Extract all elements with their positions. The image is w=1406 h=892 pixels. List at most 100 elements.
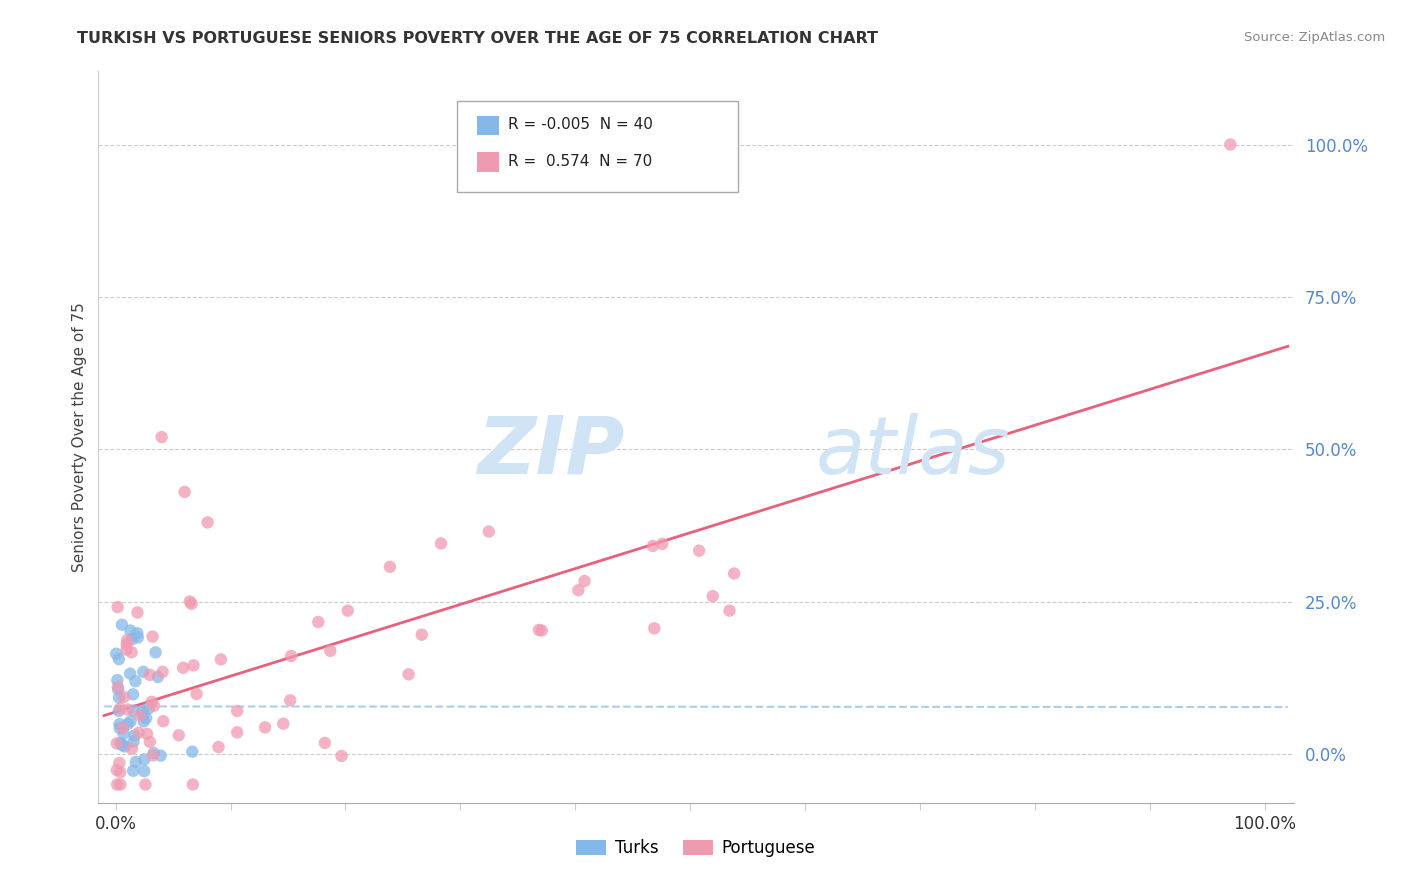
Point <box>108 756 131 770</box>
Point <box>107 704 129 718</box>
Point <box>278 693 301 707</box>
Point <box>651 537 673 551</box>
Point <box>124 674 146 689</box>
Point <box>138 701 160 715</box>
Point <box>142 630 165 644</box>
Point <box>110 736 132 750</box>
Point <box>530 624 553 638</box>
Point <box>122 764 145 778</box>
Point <box>105 763 128 777</box>
Point <box>167 728 190 742</box>
Point <box>132 665 155 679</box>
Point <box>108 690 131 705</box>
Point <box>112 726 135 740</box>
Text: ZIP: ZIP <box>477 413 624 491</box>
Point <box>307 615 329 629</box>
FancyBboxPatch shape <box>477 153 499 171</box>
Point <box>107 680 129 694</box>
Point <box>641 539 664 553</box>
Point <box>181 778 204 792</box>
Point <box>186 687 208 701</box>
Point <box>120 624 142 638</box>
Point <box>111 721 134 735</box>
Point <box>108 701 131 715</box>
Point <box>150 430 173 444</box>
Point <box>254 720 277 734</box>
Text: TURKISH VS PORTUGUESE SENIORS POVERTY OVER THE AGE OF 75 CORRELATION CHART: TURKISH VS PORTUGUESE SENIORS POVERTY OV… <box>77 31 879 46</box>
Point <box>105 647 128 661</box>
Point <box>127 631 149 645</box>
Point <box>139 668 162 682</box>
Point <box>127 606 149 620</box>
Point <box>110 778 132 792</box>
Point <box>127 626 149 640</box>
Point <box>134 764 156 778</box>
Y-axis label: Seniors Poverty Over the Age of 75: Seniors Poverty Over the Age of 75 <box>72 302 87 572</box>
Point <box>114 739 136 754</box>
Point <box>226 704 249 718</box>
Point <box>207 739 229 754</box>
FancyBboxPatch shape <box>477 116 499 135</box>
Point <box>131 707 153 722</box>
Point <box>280 648 302 663</box>
Point <box>120 714 142 729</box>
Point <box>718 604 741 618</box>
Text: Source: ZipAtlas.com: Source: ZipAtlas.com <box>1244 31 1385 45</box>
Point <box>105 736 128 750</box>
Point <box>411 628 433 642</box>
Point <box>142 746 165 760</box>
Point <box>180 597 202 611</box>
Point <box>143 698 166 713</box>
Legend: Turks, Portuguese: Turks, Portuguese <box>569 832 823 864</box>
Point <box>122 704 145 718</box>
Point <box>330 748 353 763</box>
Point <box>398 667 420 681</box>
Point <box>128 725 150 739</box>
Point <box>108 717 131 731</box>
Point <box>107 682 129 697</box>
Point <box>527 623 550 637</box>
Point <box>314 736 336 750</box>
Point <box>134 778 156 792</box>
Point <box>141 695 163 709</box>
Point <box>105 778 128 792</box>
Point <box>146 670 169 684</box>
Text: R = -0.005  N = 40: R = -0.005 N = 40 <box>509 117 654 132</box>
Point <box>134 752 156 766</box>
Point <box>209 652 232 666</box>
Point <box>105 673 128 687</box>
Point <box>122 687 145 701</box>
Point <box>121 741 143 756</box>
Point <box>173 485 195 500</box>
Point <box>574 574 596 588</box>
Point <box>121 632 143 647</box>
Point <box>179 594 201 608</box>
Point <box>112 690 135 704</box>
Point <box>142 748 165 763</box>
Point <box>378 559 401 574</box>
Point <box>226 725 249 739</box>
Point <box>124 729 146 743</box>
Point <box>125 755 148 769</box>
Point <box>149 748 172 763</box>
Point <box>117 717 139 731</box>
Point <box>336 604 359 618</box>
Point <box>129 708 152 723</box>
Point <box>111 617 134 632</box>
Point <box>136 727 159 741</box>
Text: R =  0.574  N = 70: R = 0.574 N = 70 <box>509 153 652 169</box>
Point <box>131 704 153 718</box>
Point <box>172 661 194 675</box>
Text: atlas: atlas <box>815 413 1011 491</box>
Point <box>319 644 342 658</box>
Point <box>115 633 138 648</box>
Point <box>273 716 295 731</box>
Point <box>688 543 710 558</box>
Point <box>145 645 167 659</box>
Point <box>117 702 139 716</box>
Point <box>135 711 157 725</box>
Point <box>197 516 219 530</box>
Point <box>108 721 131 735</box>
Point <box>183 658 205 673</box>
Point <box>122 734 145 748</box>
